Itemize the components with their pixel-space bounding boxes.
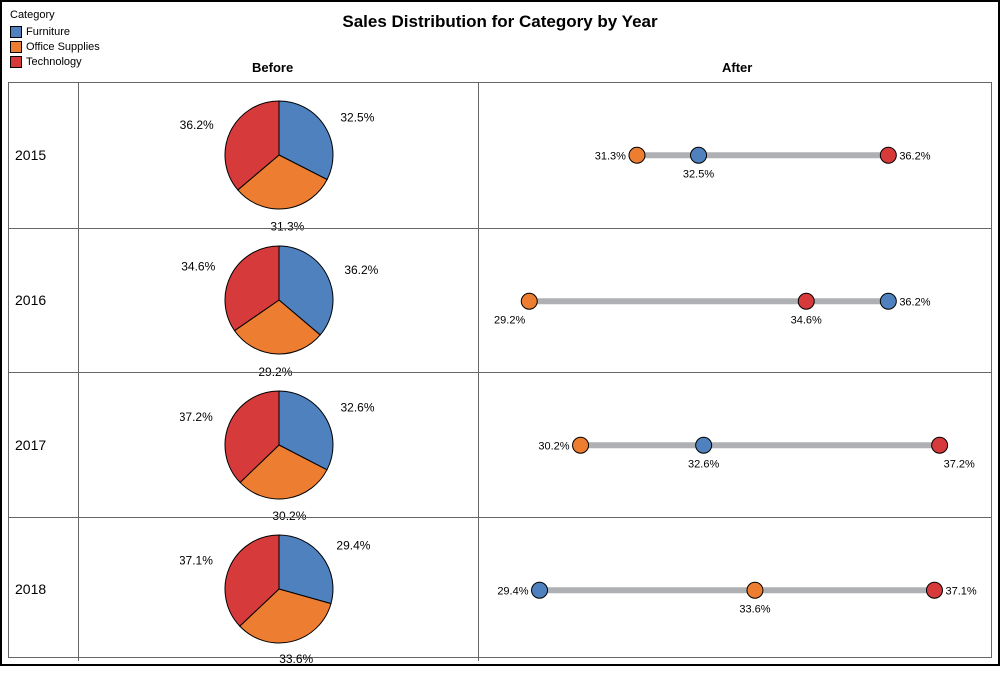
dot-marker-label: 33.6%	[739, 603, 770, 615]
dot-marker-label: 34.6%	[791, 314, 822, 326]
data-grid: 201532.5%31.3%36.2%32.5%31.3%36.2%201636…	[8, 82, 992, 658]
dot-marker	[880, 147, 896, 163]
legend-title: Category	[10, 8, 100, 23]
legend-label: Office Supplies	[26, 40, 100, 55]
legend-swatch	[10, 26, 22, 38]
pie-slice-label: 29.4%	[336, 539, 370, 553]
dot-marker	[747, 582, 763, 598]
dot-marker-label: 32.5%	[683, 168, 714, 180]
dot-marker	[691, 147, 707, 163]
dot-cell: 36.2% 29.2% 34.6%	[479, 229, 991, 373]
legend-swatch	[10, 41, 22, 53]
dot-marker-label: 31.3%	[595, 150, 626, 162]
dot-plot-bar	[540, 587, 935, 593]
chart-container: Sales Distribution for Category by Year …	[0, 0, 1000, 666]
data-row: 201829.4%33.6%37.1%29.4%33.6%37.1%	[9, 517, 991, 662]
year-cell: 2015	[9, 83, 79, 228]
pie-cell: 29.4%33.6%37.1%	[79, 518, 479, 662]
legend-label: Furniture	[26, 25, 70, 40]
dot-marker-label: 37.1%	[945, 585, 976, 597]
chart-title: Sales Distribution for Category by Year	[2, 12, 998, 32]
data-row: 201636.2%29.2%34.6%36.2%29.2%34.6%	[9, 228, 991, 373]
year-cell: 2017	[9, 373, 79, 517]
dot-marker	[926, 582, 942, 598]
legend-item: Office Supplies	[10, 40, 100, 55]
pie-slice-label: 36.2%	[344, 263, 378, 277]
dot-marker-label: 36.2%	[899, 150, 930, 162]
year-cell: 2016	[9, 229, 79, 373]
pie-slice-label: 37.1%	[180, 554, 213, 568]
pie-slice-label: 32.6%	[340, 400, 374, 414]
dot-marker	[532, 582, 548, 598]
dot-marker	[573, 437, 589, 453]
dot-cell: 32.6% 30.2% 37.2%	[479, 373, 991, 517]
legend-item: Furniture	[10, 25, 100, 40]
dot-marker-label: 29.4%	[497, 585, 528, 597]
dot-marker-label: 36.2%	[899, 296, 930, 308]
dot-plot: 32.6% 30.2% 37.2%	[479, 373, 991, 517]
pie-slice-label: 36.2%	[180, 118, 214, 132]
dot-cell: 29.4% 33.6% 37.1%	[479, 518, 991, 662]
dot-plot: 29.4% 33.6% 37.1%	[479, 518, 991, 662]
column-headers: Before After	[2, 60, 998, 80]
header-after: After	[722, 60, 752, 75]
dot-marker	[798, 293, 814, 309]
dot-marker	[629, 147, 645, 163]
dot-marker	[696, 437, 712, 453]
dot-marker-label: 32.6%	[688, 458, 719, 470]
dot-plot: 36.2% 29.2% 34.6%	[479, 229, 991, 373]
dot-plot-bar	[637, 152, 888, 158]
dot-marker	[521, 293, 537, 309]
year-cell: 2018	[9, 518, 79, 662]
dot-marker	[932, 437, 948, 453]
pie-chart: 29.4% 33.6% 37.1%	[180, 490, 378, 688]
pie-slice-label: 33.6%	[279, 652, 313, 666]
pie-slice-label: 32.5%	[340, 111, 374, 125]
dot-plot-bar	[581, 442, 940, 448]
dot-marker-label: 37.2%	[944, 458, 975, 470]
dot-marker	[880, 293, 896, 309]
pie-slice-label: 37.2%	[180, 410, 213, 424]
data-row: 201532.5%31.3%36.2%32.5%31.3%36.2%	[9, 83, 991, 228]
dot-marker-label: 30.2%	[538, 440, 569, 452]
pie-slice-label: 34.6%	[181, 260, 215, 274]
dot-marker-label: 29.2%	[494, 314, 525, 326]
dot-plot-bar	[529, 298, 888, 304]
dot-cell: 32.5% 31.3% 36.2%	[479, 83, 991, 228]
dot-plot: 32.5% 31.3% 36.2%	[479, 83, 991, 228]
data-row: 201732.6%30.2%37.2%32.6%30.2%37.2%	[9, 372, 991, 517]
